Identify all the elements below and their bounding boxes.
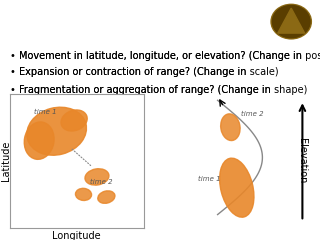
Text: Expansion or contraction of range? (Change in scale): Expansion or contraction of range? (Chan… xyxy=(19,67,279,77)
Text: •: • xyxy=(10,51,15,61)
Text: Geographic Responses to Climate Change: Geographic Responses to Climate Change xyxy=(10,10,320,29)
Ellipse shape xyxy=(76,188,92,200)
Ellipse shape xyxy=(85,169,109,185)
Text: Movement in latitude, longitude, or elevation? (Change in: Movement in latitude, longitude, or elev… xyxy=(19,51,305,61)
Text: Movement in latitude, longitude, or elevation? (Change in position: Movement in latitude, longitude, or elev… xyxy=(19,51,320,61)
Ellipse shape xyxy=(220,158,254,217)
Text: •: • xyxy=(10,67,15,77)
Text: Fragmentation or aggregation of range? (Change in: Fragmentation or aggregation of range? (… xyxy=(19,85,274,95)
Polygon shape xyxy=(278,8,305,33)
Text: time 2: time 2 xyxy=(241,111,263,117)
Ellipse shape xyxy=(24,122,54,159)
Text: Movement in latitude, longitude, or elevation? (Change in position): Movement in latitude, longitude, or elev… xyxy=(19,51,320,61)
Text: Fragmentation or aggregation of range? (Change in shape): Fragmentation or aggregation of range? (… xyxy=(19,85,308,95)
Text: time 1: time 1 xyxy=(34,109,56,115)
Text: time 2: time 2 xyxy=(90,179,113,185)
Text: Fragmentation or aggregation of range? (Change in shape: Fragmentation or aggregation of range? (… xyxy=(19,85,304,95)
Circle shape xyxy=(272,6,310,38)
Text: •: • xyxy=(10,85,15,95)
Text: Expansion or contraction of range? (Change in scale: Expansion or contraction of range? (Chan… xyxy=(19,67,275,77)
Circle shape xyxy=(271,4,311,39)
X-axis label: Longitude: Longitude xyxy=(52,231,101,240)
Text: Latitude: Latitude xyxy=(1,141,12,181)
Text: Elevation: Elevation xyxy=(297,138,308,184)
Ellipse shape xyxy=(98,191,115,203)
Text: time 1: time 1 xyxy=(198,176,221,182)
Ellipse shape xyxy=(61,110,87,131)
Ellipse shape xyxy=(27,107,86,155)
Text: Expansion or contraction of range? (Change in: Expansion or contraction of range? (Chan… xyxy=(19,67,250,77)
Ellipse shape xyxy=(221,114,240,141)
